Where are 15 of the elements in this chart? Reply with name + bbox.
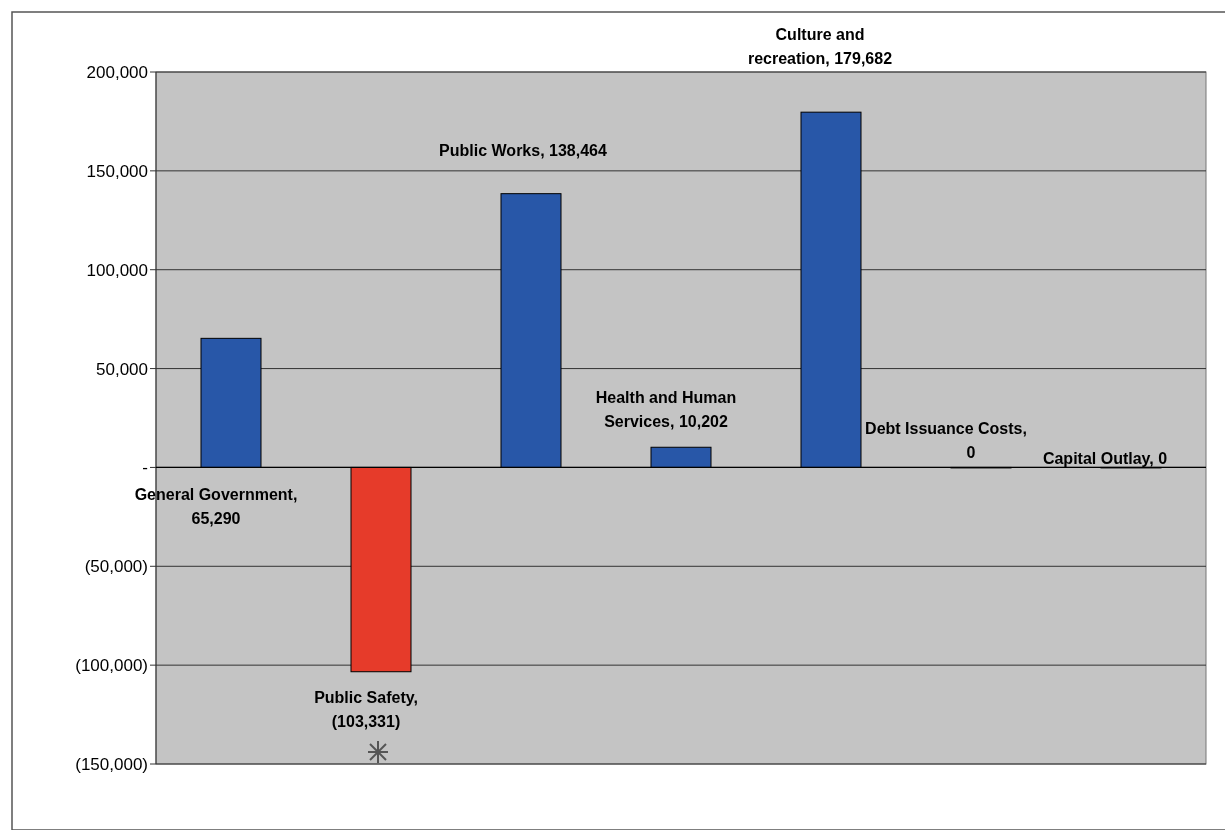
y-tick-label: (100,000): [75, 656, 148, 676]
y-tick-label: 200,000: [86, 62, 148, 82]
y-tick-label: (150,000): [75, 754, 148, 774]
data-label: Health and Human Services, 10,202: [595, 389, 737, 430]
data-label: Public Works, 138,464: [439, 142, 607, 159]
data-label: Public Safety, (103,331): [314, 689, 418, 730]
y-tick-label: -: [142, 458, 148, 478]
data-label: General Government, 65,290: [134, 486, 298, 527]
data-label: Capital Outlay, 0: [1042, 450, 1168, 467]
data-label: Debt Issuance Costs, 0: [865, 420, 1027, 461]
y-tick-label: 50,000: [96, 359, 148, 379]
y-tick-label: (50,000): [84, 557, 148, 577]
data-label: Culture and recreation, 179,682: [747, 26, 893, 67]
y-tick-label: 150,000: [86, 161, 148, 181]
y-tick-label: 100,000: [86, 260, 148, 280]
